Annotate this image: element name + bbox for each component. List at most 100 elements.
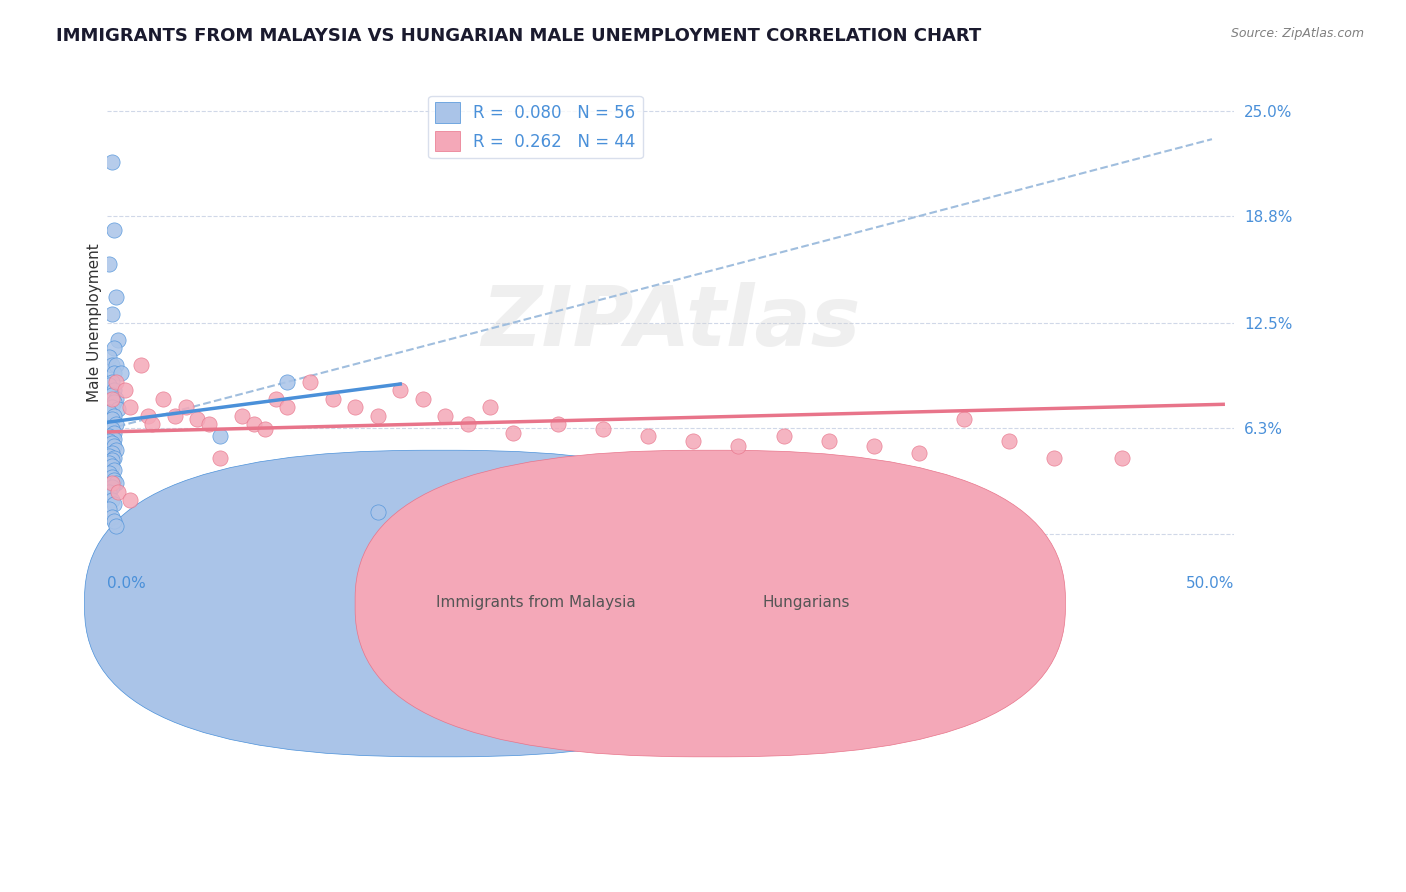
Point (105, 518, 128, 533)
Point (953, 412, 976, 426)
Point (479, 401, 502, 415)
Point (98, 484, 121, 499)
Point (118, 401, 141, 415)
Point (110, 367, 132, 381)
Point (276, 375, 298, 389)
Point (107, 484, 129, 499)
Point (100, 422, 122, 436)
Point (103, 425, 125, 440)
Point (98, 434, 121, 449)
Point (103, 395, 125, 409)
Point (100, 401, 122, 415)
Point (103, 433, 125, 447)
Point (100, 392, 122, 406)
Point (107, 333, 129, 347)
Point (163, 409, 186, 423)
Point (100, 459, 122, 474)
Point (264, 392, 287, 406)
Point (103, 367, 125, 381)
Point (100, 476, 122, 491)
Point (322, 392, 344, 406)
Point (637, 429, 659, 443)
Point (105, 392, 128, 406)
Point (98, 456, 121, 470)
FancyBboxPatch shape (356, 450, 1066, 756)
Point (105, 442, 128, 457)
Point (100, 388, 122, 402)
Point (100, 469, 122, 483)
Point (367, 409, 389, 423)
Point (817, 434, 839, 449)
Point (502, 425, 524, 440)
Point (103, 384, 125, 398)
Point (100, 358, 122, 372)
Text: Hungarians: Hungarians (762, 595, 849, 610)
Point (103, 514, 125, 528)
Point (105, 358, 128, 372)
Point (344, 401, 367, 415)
Point (592, 422, 614, 436)
Point (98, 256, 121, 270)
Point (299, 375, 322, 389)
Point (129, 358, 152, 372)
Point (98, 429, 121, 443)
Point (98, 350, 121, 364)
Point (208, 450, 231, 465)
Point (100, 493, 122, 508)
Point (100, 452, 122, 467)
Point (1111, 450, 1133, 465)
Point (1043, 450, 1066, 465)
Text: ZIPAtlas: ZIPAtlas (481, 282, 860, 363)
Point (186, 412, 208, 426)
Point (100, 307, 122, 321)
Point (98, 378, 121, 392)
Point (100, 435, 122, 450)
Point (412, 392, 434, 406)
Point (242, 417, 264, 432)
Point (547, 417, 569, 432)
Point (98, 450, 121, 464)
Point (100, 375, 122, 389)
Point (118, 493, 141, 508)
Text: 50.0%: 50.0% (1187, 576, 1234, 591)
Point (100, 480, 122, 494)
Point (107, 401, 129, 416)
Point (100, 510, 122, 524)
Point (231, 409, 253, 423)
FancyBboxPatch shape (84, 450, 794, 756)
Point (862, 439, 884, 453)
Point (103, 409, 125, 423)
Point (98, 467, 121, 481)
Text: Source: ZipAtlas.com: Source: ZipAtlas.com (1230, 27, 1364, 40)
Point (174, 401, 197, 415)
Point (253, 422, 276, 436)
Point (141, 417, 163, 432)
Point (98, 405, 121, 419)
Point (103, 450, 125, 465)
Text: IMMIGRANTS FROM MALAYSIA VS HUNGARIAN MALE UNEMPLOYMENT CORRELATION CHART: IMMIGRANTS FROM MALAYSIA VS HUNGARIAN MA… (56, 27, 981, 45)
Point (367, 505, 389, 519)
Point (105, 476, 128, 491)
Text: 0.0%: 0.0% (107, 576, 146, 591)
Point (152, 392, 174, 406)
Point (103, 222, 125, 236)
Point (457, 417, 479, 432)
Point (389, 384, 412, 398)
Point (772, 429, 794, 443)
Point (208, 429, 231, 443)
Y-axis label: Male Unemployment: Male Unemployment (87, 244, 101, 402)
Point (727, 439, 749, 453)
Point (105, 375, 128, 389)
Point (103, 497, 125, 511)
Point (103, 341, 125, 355)
Point (103, 439, 125, 453)
Point (98, 501, 121, 516)
Point (114, 384, 136, 398)
Point (100, 431, 122, 445)
Point (103, 473, 125, 487)
Point (100, 412, 122, 426)
Point (136, 409, 159, 423)
Point (197, 417, 219, 432)
Point (105, 417, 128, 432)
Point (100, 446, 122, 460)
